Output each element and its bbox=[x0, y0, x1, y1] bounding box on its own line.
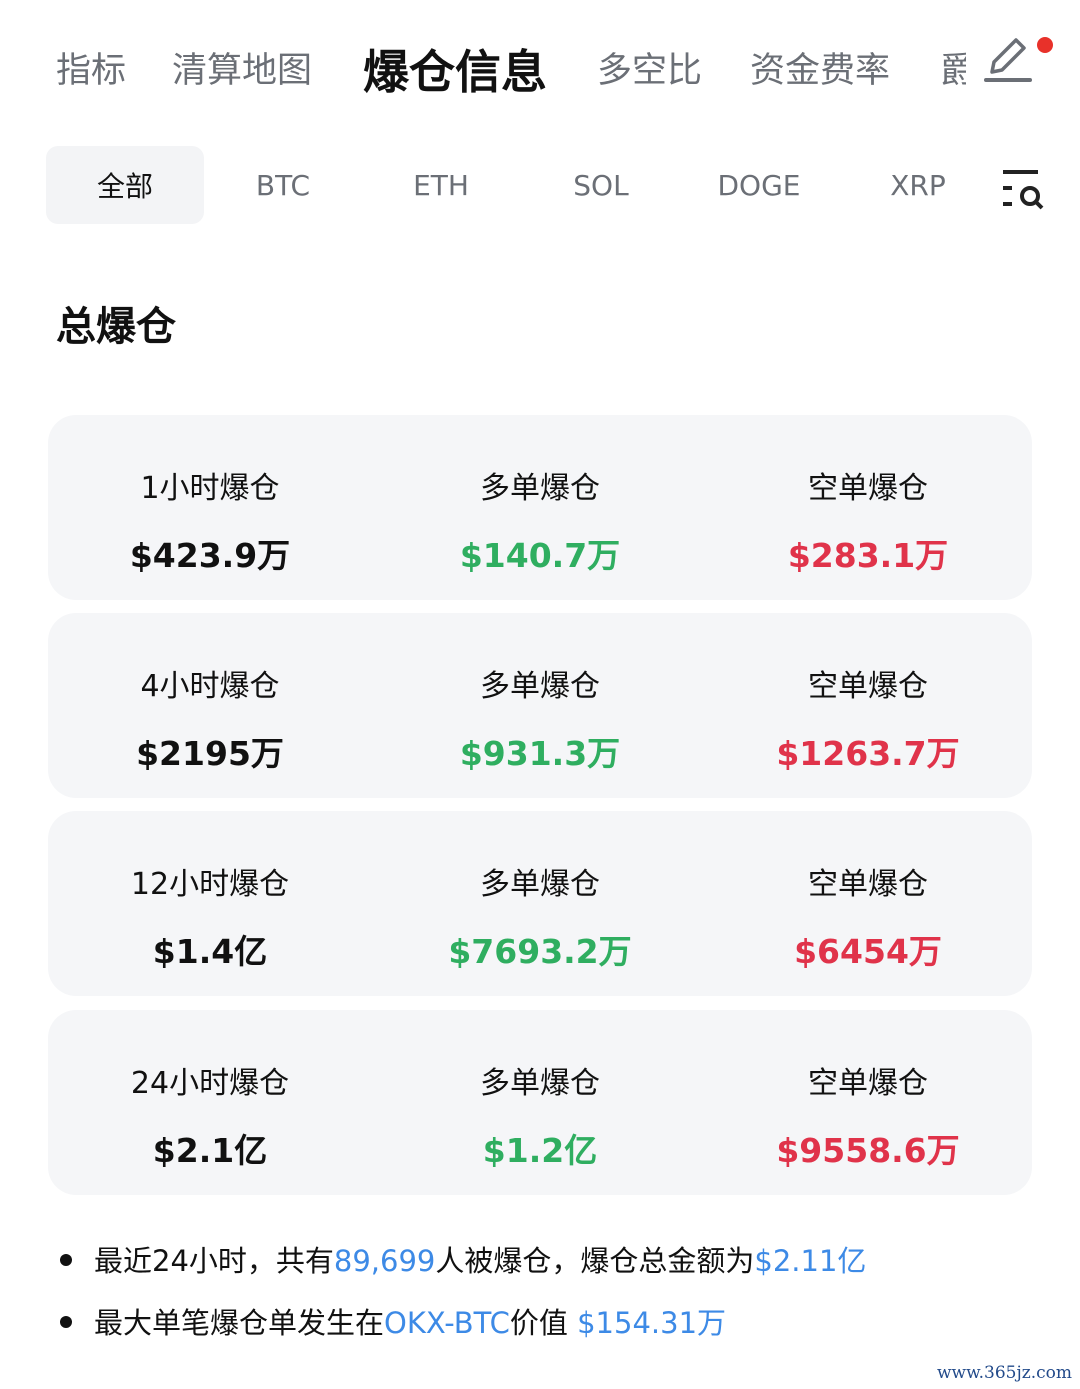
total-value: $423.9万 bbox=[129, 536, 291, 575]
largest-liquidation-pair[interactable]: OKX-BTC bbox=[384, 1306, 510, 1340]
short-label: 空单爆仓 bbox=[808, 867, 928, 902]
long-label: 多单爆仓 bbox=[480, 1066, 600, 1101]
top-tab-bar: 指标 清算地图 爆仓信息 多空比 资金费率 爵 bbox=[0, 36, 1080, 99]
short-label: 空单爆仓 bbox=[808, 471, 928, 506]
tab-funding-rate[interactable]: 资金费率 bbox=[750, 51, 891, 91]
liquidation-card: 4小时爆仓 $2195万 多单爆仓 $931.3万 空单爆仓 $1263.7万 bbox=[48, 613, 1032, 798]
short-value: $1263.7万 bbox=[776, 734, 960, 773]
long-label: 多单爆仓 bbox=[480, 867, 600, 902]
long-column: 多单爆仓 $140.7万 bbox=[380, 463, 700, 577]
short-column: 空单爆仓 $9558.6万 bbox=[708, 1058, 1028, 1172]
total-label: 24小时爆仓 bbox=[130, 1066, 290, 1101]
long-column: 多单爆仓 $1.2亿 bbox=[380, 1058, 700, 1172]
list-search-icon[interactable] bbox=[1000, 168, 1046, 210]
short-column: 空单爆仓 $283.1万 bbox=[708, 463, 1028, 577]
summary-text: 人被爆仓，爆仓总金额为 bbox=[435, 1244, 755, 1278]
total-liquidation-amount: $2.11亿 bbox=[754, 1244, 867, 1278]
short-value: $9558.6万 bbox=[776, 1131, 960, 1170]
subtab-sol[interactable]: SOL bbox=[573, 168, 629, 202]
subtab-all[interactable]: 全部 bbox=[46, 146, 204, 224]
short-column: 空单爆仓 $6454万 bbox=[708, 859, 1028, 973]
summary-text: 价值 bbox=[509, 1306, 578, 1340]
liquidated-people-count: 89,699 bbox=[333, 1244, 436, 1278]
subtab-xrp[interactable]: XRP bbox=[890, 168, 946, 202]
total-column: 12小时爆仓 $1.4亿 bbox=[50, 859, 370, 973]
tab-indicators[interactable]: 指标 bbox=[56, 51, 127, 91]
tab-long-short-ratio[interactable]: 多空比 bbox=[597, 51, 703, 91]
total-label: 1小时爆仓 bbox=[140, 471, 280, 506]
long-label: 多单爆仓 bbox=[480, 471, 600, 506]
liquidation-card: 24小时爆仓 $2.1亿 多单爆仓 $1.2亿 空单爆仓 $9558.6万 bbox=[48, 1010, 1032, 1195]
subtab-doge[interactable]: DOGE bbox=[717, 168, 801, 202]
long-value: $1.2亿 bbox=[482, 1131, 598, 1170]
short-label: 空单爆仓 bbox=[808, 1066, 928, 1101]
total-column: 24小时爆仓 $2.1亿 bbox=[50, 1058, 370, 1172]
long-value: $140.7万 bbox=[459, 536, 621, 575]
total-value: $1.4亿 bbox=[152, 932, 268, 971]
pencil-edit-icon[interactable] bbox=[982, 34, 1034, 84]
tab-liquidation-info[interactable]: 爆仓信息 bbox=[363, 45, 547, 99]
tab-liquidation-map[interactable]: 清算地图 bbox=[172, 51, 313, 91]
section-title: 总爆仓 bbox=[56, 304, 176, 350]
long-label: 多单爆仓 bbox=[480, 669, 600, 704]
total-column: 4小时爆仓 $2195万 bbox=[50, 661, 370, 775]
liquidation-card: 12小时爆仓 $1.4亿 多单爆仓 $7693.2万 空单爆仓 $6454万 bbox=[48, 811, 1032, 996]
short-column: 空单爆仓 $1263.7万 bbox=[708, 661, 1028, 775]
short-label: 空单爆仓 bbox=[808, 669, 928, 704]
total-value: $2.1亿 bbox=[152, 1131, 268, 1170]
summary-text: 最近24小时，共有 bbox=[94, 1244, 334, 1278]
largest-liquidation-value: $154.31万 bbox=[577, 1306, 727, 1340]
notification-dot bbox=[1037, 37, 1053, 53]
total-column: 1小时爆仓 $423.9万 bbox=[50, 463, 370, 577]
short-value: $6454万 bbox=[794, 932, 942, 971]
long-column: 多单爆仓 $7693.2万 bbox=[380, 859, 700, 973]
subtab-eth[interactable]: ETH bbox=[413, 168, 469, 202]
summary-line-1: 最近24小时，共有89,699人被爆仓，爆仓总金额为$2.11亿 bbox=[60, 1238, 866, 1280]
summary-text: 最大单笔爆仓单发生在 bbox=[94, 1306, 385, 1340]
subtab-btc[interactable]: BTC bbox=[255, 168, 311, 202]
liquidation-card: 1小时爆仓 $423.9万 多单爆仓 $140.7万 空单爆仓 $283.1万 bbox=[48, 415, 1032, 600]
short-value: $283.1万 bbox=[787, 536, 949, 575]
tab-truncated[interactable]: 爵 bbox=[940, 51, 966, 91]
long-value: $931.3万 bbox=[459, 734, 621, 773]
total-value: $2195万 bbox=[136, 734, 284, 773]
long-column: 多单爆仓 $931.3万 bbox=[380, 661, 700, 775]
total-label: 12小时爆仓 bbox=[130, 867, 290, 902]
summary-line-2: 最大单笔爆仓单发生在OKX-BTC价值 $154.31万 bbox=[60, 1300, 726, 1342]
long-value: $7693.2万 bbox=[448, 932, 632, 971]
total-label: 4小时爆仓 bbox=[140, 669, 280, 704]
watermark: www.365jz.com bbox=[937, 1363, 1072, 1383]
